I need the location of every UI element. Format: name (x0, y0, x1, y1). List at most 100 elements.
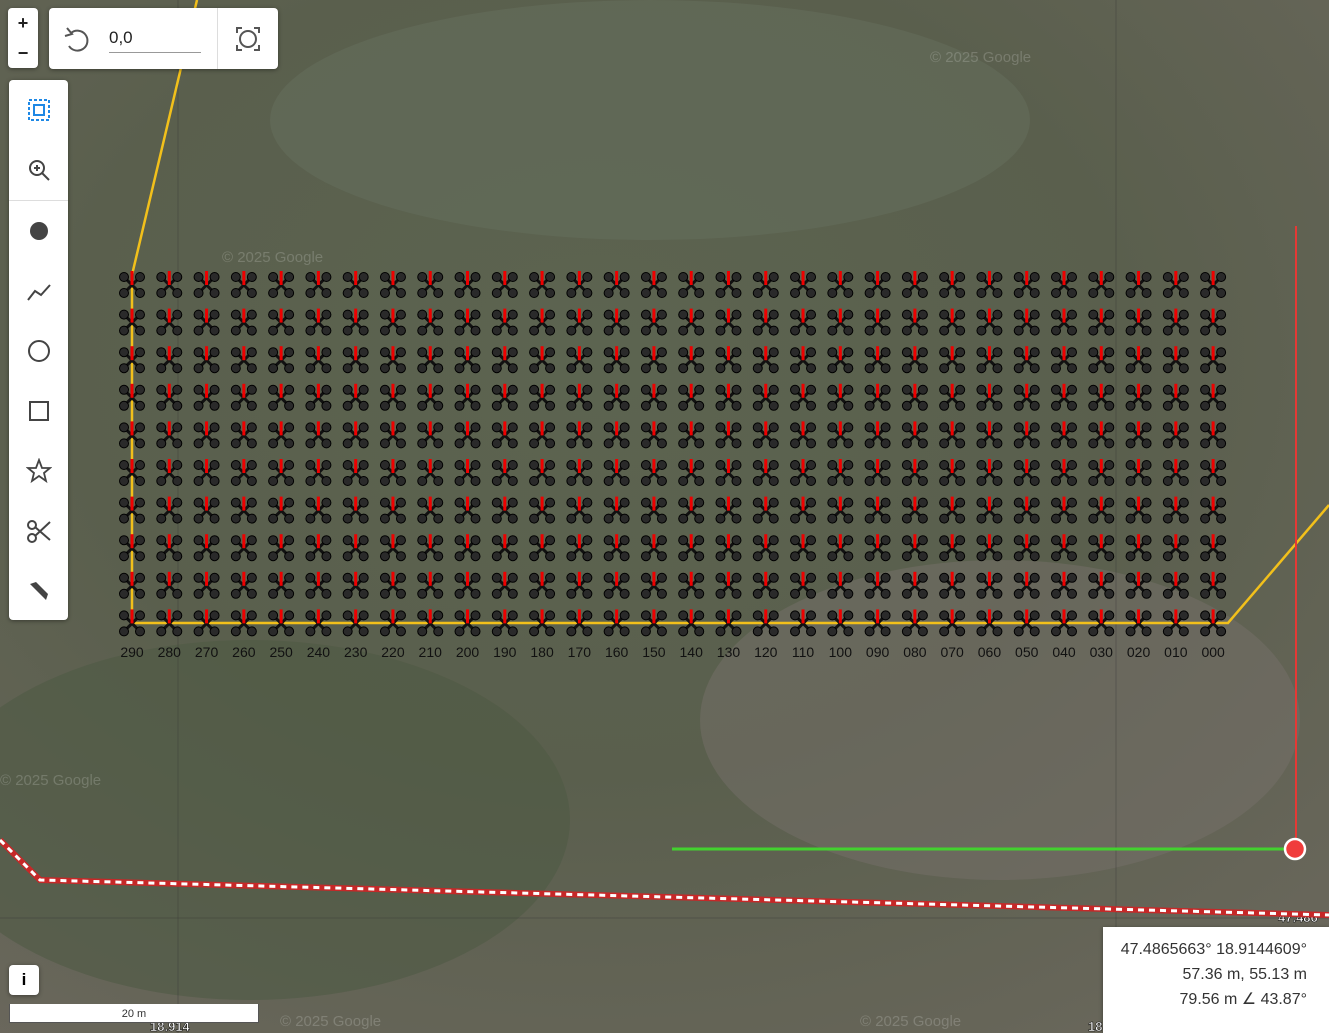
drone-rotor (454, 400, 465, 411)
drone-rotor (715, 535, 726, 546)
drone (1162, 571, 1189, 599)
rectangle-tool[interactable] (9, 381, 68, 441)
drone-rotor (880, 572, 891, 583)
drone-rotor (1013, 384, 1024, 395)
drone-rotor (156, 363, 167, 374)
drone-rotor (1029, 347, 1040, 358)
watermarks: © 2025 Google © 2025 Google © 2025 Googl… (0, 49, 1031, 1030)
drone (1162, 346, 1189, 374)
drone-rotor (955, 497, 966, 508)
drone (901, 609, 928, 637)
drone-rotor (284, 347, 295, 358)
drone-rotor (566, 438, 577, 449)
drone-rotor (768, 626, 779, 637)
drone-rotor (806, 610, 817, 621)
drone-rotor (1178, 400, 1189, 411)
drone-grid: 290 280 270 260 250 240 230 220 210 200 190 180 170 1… (119, 271, 1227, 660)
drone-rotor (715, 309, 726, 320)
drone-rotor (939, 422, 950, 433)
drone-rotor (395, 610, 406, 621)
rotate-icon[interactable] (49, 19, 109, 59)
drone-rotor (1067, 572, 1077, 583)
drone-rotor (566, 400, 577, 411)
drone-rotor (827, 588, 838, 599)
drone (603, 534, 630, 562)
measure-point[interactable] (1283, 837, 1307, 861)
drone (268, 308, 295, 336)
drone (379, 609, 406, 637)
drone-rotor (246, 476, 257, 486)
drone-rotor (545, 476, 556, 486)
drone (379, 421, 406, 449)
drone (678, 609, 705, 637)
drone-rotor (939, 347, 950, 358)
drone-rotor (656, 572, 667, 583)
drone-rotor (582, 476, 593, 486)
drone (752, 571, 779, 599)
drone (230, 571, 257, 599)
drone-rotor (694, 610, 705, 621)
pointer-tool[interactable] (9, 561, 68, 621)
zoom-out[interactable]: − (17, 42, 29, 63)
circle-tool[interactable] (9, 321, 68, 381)
drone-rotor (656, 551, 667, 562)
drone-rotor (1178, 535, 1189, 546)
star-tool[interactable] (9, 441, 68, 501)
drone-rotor (193, 288, 204, 298)
drone-rotor (417, 588, 428, 599)
zoom-in[interactable]: + (17, 12, 29, 33)
drone-rotor (619, 588, 630, 599)
drone-rotor (268, 460, 279, 470)
drone-rotor (230, 384, 241, 395)
column-label: 020 (1127, 644, 1151, 660)
drone (678, 346, 705, 374)
drone-rotor (284, 325, 295, 336)
drone-rotor (715, 400, 726, 411)
drone-rotor (603, 460, 614, 470)
drone-rotor (507, 325, 518, 336)
drone-rotor (135, 610, 145, 621)
drone-rotor (1200, 400, 1211, 411)
drone-rotor (358, 400, 369, 411)
drone-rotor (992, 572, 1003, 583)
drone-rotor (694, 551, 705, 562)
drone-rotor (806, 535, 817, 546)
drone-rotor (395, 272, 406, 282)
icon (26, 284, 51, 301)
cut-tool[interactable] (9, 501, 68, 561)
drone (156, 496, 183, 524)
drone-rotor (619, 497, 630, 508)
drone-rotor (119, 309, 129, 320)
drone-rotor (827, 513, 838, 524)
drone-rotor (1051, 588, 1061, 599)
drone-rotor (246, 535, 257, 546)
drone-rotor (790, 551, 801, 562)
drone-rotor (1162, 476, 1173, 486)
line-tool[interactable] (9, 261, 68, 321)
drone (790, 534, 817, 562)
drone (566, 609, 593, 637)
drone-rotor (843, 588, 854, 599)
drone-rotor (1029, 363, 1040, 374)
drone (1051, 609, 1077, 637)
drone-rotor (790, 626, 801, 637)
select-tool[interactable] (9, 80, 68, 140)
drone-rotor (752, 288, 763, 298)
drone-rotor (379, 513, 390, 524)
drone-rotor (342, 363, 353, 374)
drone (827, 421, 854, 449)
drone (342, 571, 369, 599)
drone-rotor (1216, 363, 1227, 374)
drone (417, 421, 444, 449)
fit-button[interactable] (217, 8, 278, 69)
drone-rotor (119, 513, 129, 524)
point-tool[interactable] (9, 201, 68, 261)
drone-rotor (470, 476, 481, 486)
drone-rotor (119, 363, 129, 374)
zoom-tool[interactable] (9, 140, 68, 201)
drone (1013, 346, 1040, 374)
drone-rotor (790, 384, 801, 395)
rotation-input[interactable]: 0,0 (109, 24, 201, 53)
info-button[interactable]: i (9, 965, 39, 995)
